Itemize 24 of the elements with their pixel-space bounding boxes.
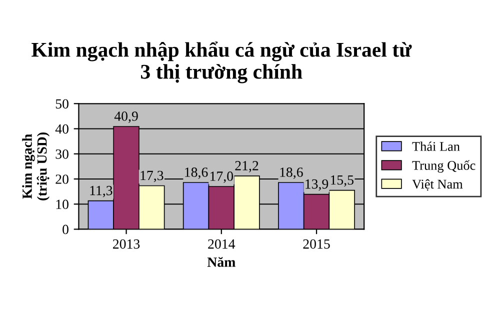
data-label: 15,5	[330, 175, 354, 187]
chart-title: Kim ngạch nhập khẩu cá ngừ của Israel từ 3 thị trường chính	[32, 41, 412, 84]
data-label: 18,6	[185, 168, 208, 179]
y-tick-label: 30	[56, 149, 68, 159]
data-label: 11,3	[90, 186, 112, 198]
legend-label: Thái Lan	[412, 142, 460, 151]
legend-label: Trung Quốc	[412, 160, 476, 173]
x-tick-label: 2015	[303, 239, 330, 249]
y-tick-label: 10	[56, 200, 68, 210]
data-label: 17,0	[210, 172, 234, 183]
x-tick-label: 2013	[113, 239, 140, 249]
data-label: 21,2	[235, 161, 258, 172]
y-tick-label: 20	[56, 174, 68, 184]
x-tick-label: 2014	[208, 239, 236, 249]
y-tick-label: 40	[55, 124, 68, 134]
data-label: 17,3	[140, 170, 164, 182]
y-axis-title: Kim ngạch (triệu USD)	[22, 132, 50, 200]
x-axis-title: Năm	[207, 256, 236, 267]
data-label: 13,9	[306, 179, 328, 191]
data-label: 18,6	[280, 168, 303, 179]
y-tick-label: 0	[62, 224, 68, 234]
data-label: 40,9	[114, 112, 138, 123]
y-tick-label: 50	[56, 99, 68, 109]
legend-label: Việt Nam	[412, 179, 463, 191]
